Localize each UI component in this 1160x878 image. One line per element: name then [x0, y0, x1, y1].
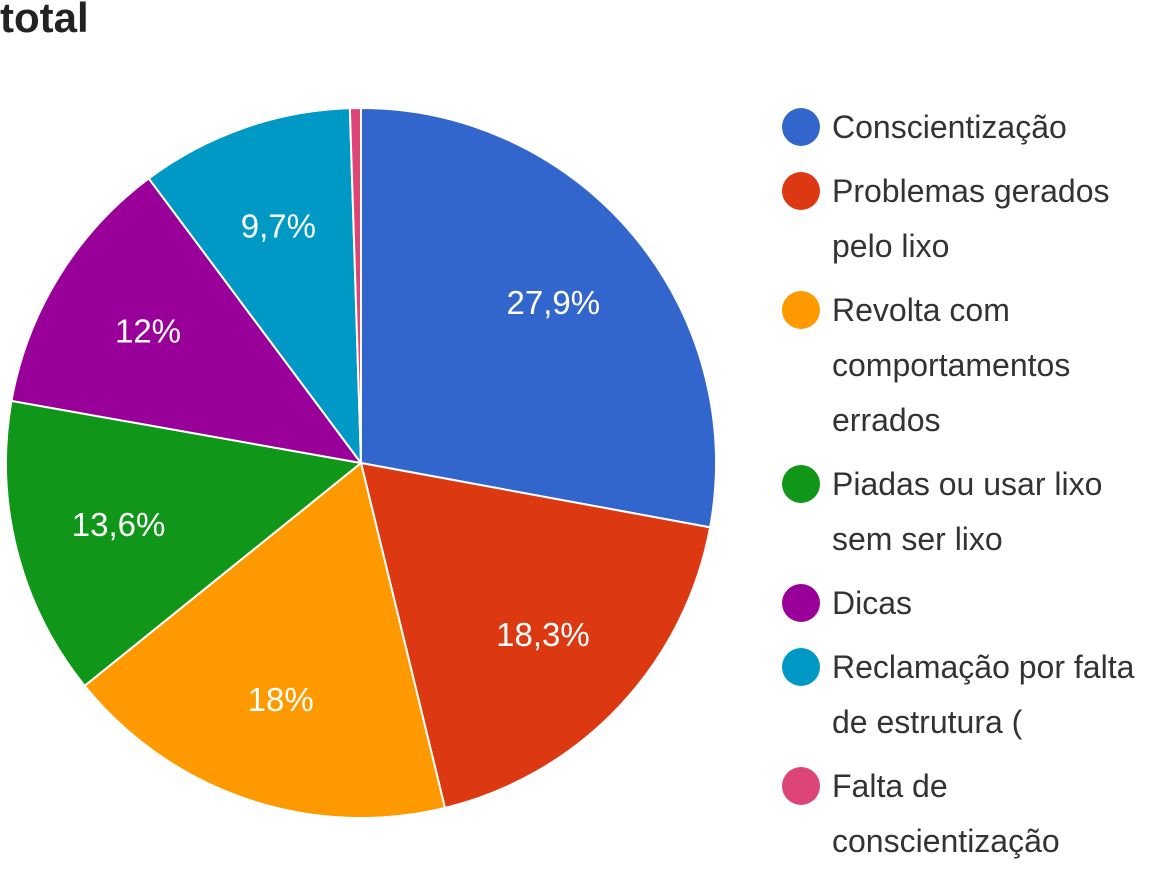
legend-label-1: Problemas gerados pelo lixo: [832, 173, 1110, 264]
legend-item-0: Conscientização: [782, 100, 1160, 155]
pie-slice-5: [147, 107, 363, 467]
legend-item-2: Revolta com comportamentos errados: [782, 283, 1160, 448]
slice-label-1: 18,3%: [496, 616, 590, 653]
legend-label-0: Conscientização: [832, 109, 1067, 145]
pie-slice-0: [360, 106, 717, 529]
slice-label-2: 18%: [248, 681, 314, 718]
legend-swatch-6: [782, 767, 820, 805]
legend-label-2: Revolta com comportamentos errados: [832, 292, 1071, 438]
chart-title: total: [0, 0, 89, 41]
legend-item-4: Dicas: [782, 576, 1160, 631]
slice-label-4: 12%: [115, 313, 181, 350]
legend-swatch-3: [782, 465, 820, 503]
legend-swatch-5: [782, 648, 820, 686]
legend-swatch-0: [782, 108, 820, 146]
legend-swatch-1: [782, 172, 820, 210]
legend-item-5: Reclamação por falta de estrutura (: [782, 640, 1160, 750]
pie-slice-2: [83, 461, 447, 819]
legend-label-4: Dicas: [832, 585, 913, 621]
legend-item-3: Piadas ou usar lixo sem ser lixo: [782, 457, 1160, 567]
legend-item-6: Falta de conscientização: [782, 759, 1160, 869]
pie-slice-6: [348, 106, 362, 464]
pie-slice-4: [10, 177, 364, 465]
slice-label-3: 13,6%: [72, 506, 166, 543]
legend-label-6: Falta de conscientização: [832, 768, 1060, 859]
pie-slice-1: [359, 461, 712, 810]
legend-swatch-4: [782, 584, 820, 622]
slice-label-0: 27,9%: [507, 284, 601, 321]
legend-swatch-2: [782, 291, 820, 329]
pie-chart: 27,9% 18,3% 18% 13,6% 12% 9,7%: [5, 106, 717, 819]
legend-label-5: Reclamação por falta de estrutura (: [832, 649, 1135, 740]
legend-item-1: Problemas gerados pelo lixo: [782, 164, 1160, 274]
pie-slice-3: [5, 399, 364, 688]
chart-legend: Conscientização Problemas gerados pelo li…: [782, 100, 1160, 878]
legend-label-3: Piadas ou usar lixo sem ser lixo: [832, 466, 1103, 557]
slice-label-5: 9,7%: [241, 208, 316, 245]
